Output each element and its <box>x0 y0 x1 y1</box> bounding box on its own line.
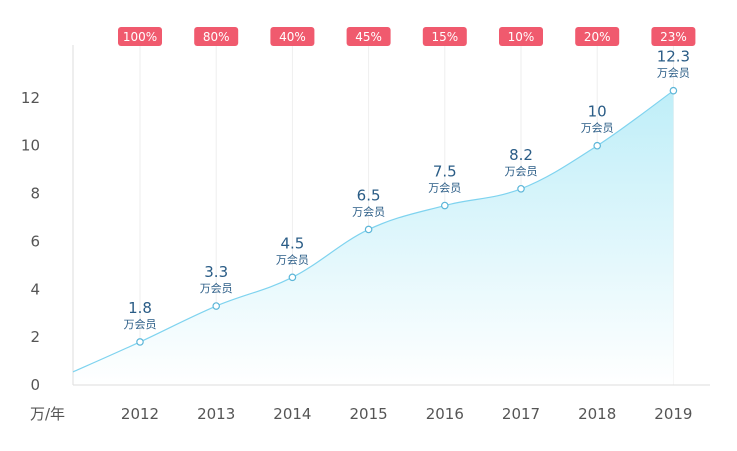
growth-badge <box>270 27 315 46</box>
data-point <box>288 273 297 282</box>
data-unit-label: 万会员 <box>505 165 538 178</box>
data-unit-label: 万会员 <box>276 253 309 266</box>
y-tick-label: 12 <box>21 89 40 107</box>
growth-badge-label: 45% <box>355 30 382 44</box>
data-point <box>593 141 602 150</box>
y-tick-label: 2 <box>30 328 40 346</box>
data-unit-label: 万会员 <box>657 67 690 80</box>
growth-badge <box>422 27 467 46</box>
y-tick-label: 4 <box>30 280 40 298</box>
data-value-label: 10 <box>588 103 607 121</box>
data-value-label: 4.5 <box>280 234 304 252</box>
growth-badge <box>346 27 391 46</box>
y-tick-label: 0 <box>30 376 40 394</box>
data-point <box>212 302 221 310</box>
data-value-label: 12.3 <box>657 48 690 66</box>
data-point <box>364 225 373 234</box>
area-fill <box>73 90 674 385</box>
data-point <box>517 184 525 193</box>
axes: 0 2 4 6 8 10 12 2012 2013 2014 2015 2016 2017 2018 201… <box>21 45 710 423</box>
x-axis-unit-label: 万/年 <box>30 405 65 423</box>
data-value-label: 8.2 <box>509 146 533 164</box>
x-tick-label: 2016 <box>426 405 464 423</box>
x-tick-label: 2014 <box>273 405 311 423</box>
growth-badge-label: 80% <box>203 30 230 44</box>
y-tick-label: 10 <box>21 137 40 155</box>
data-value-label: 3.3 <box>204 263 228 281</box>
y-tick-label: 8 <box>30 185 40 203</box>
y-tick-label: 6 <box>30 232 40 250</box>
x-tick-label: 2012 <box>121 405 159 423</box>
x-tick-label: 2018 <box>578 405 616 423</box>
growth-badge <box>499 27 543 46</box>
data-unit-label: 万会员 <box>124 318 157 331</box>
data-unit-label: 万会员 <box>581 122 614 135</box>
growth-badge <box>118 27 162 46</box>
data-value-label: 1.8 <box>128 299 152 317</box>
growth-badge-label: 40% <box>279 30 306 44</box>
growth-badge <box>575 27 620 46</box>
data-unit-label: 万会员 <box>428 182 461 195</box>
data-unit-label: 万会员 <box>352 205 385 218</box>
x-tick-label: 2013 <box>197 405 235 423</box>
growth-badge-label: 15% <box>431 30 458 44</box>
x-tick-label: 2017 <box>502 405 540 423</box>
data-labels: 1.8万会员3.3万会员4.5万会员6.5万会员7.5万会员8.2万会员10万会… <box>124 48 691 331</box>
data-point <box>136 338 144 346</box>
data-points <box>136 86 678 346</box>
data-value-label: 6.5 <box>357 186 381 204</box>
area-fill-path <box>73 90 674 385</box>
growth-badge-label: 20% <box>584 30 611 44</box>
growth-badge <box>194 27 239 46</box>
x-tick-label: 2015 <box>350 405 388 423</box>
data-point <box>669 86 678 95</box>
growth-badge <box>651 27 696 46</box>
data-unit-label: 万会员 <box>200 282 233 295</box>
growth-badge-label: 100% <box>123 30 157 44</box>
data-point <box>440 201 449 210</box>
x-tick-label: 2019 <box>654 405 692 423</box>
growth-badge-label: 10% <box>508 30 535 44</box>
growth-badge-label: 23% <box>660 30 687 44</box>
growth-badges: 100% 80% 40% 45% 15% 10% 20% 23% <box>118 27 696 46</box>
data-value-label: 7.5 <box>433 163 457 181</box>
